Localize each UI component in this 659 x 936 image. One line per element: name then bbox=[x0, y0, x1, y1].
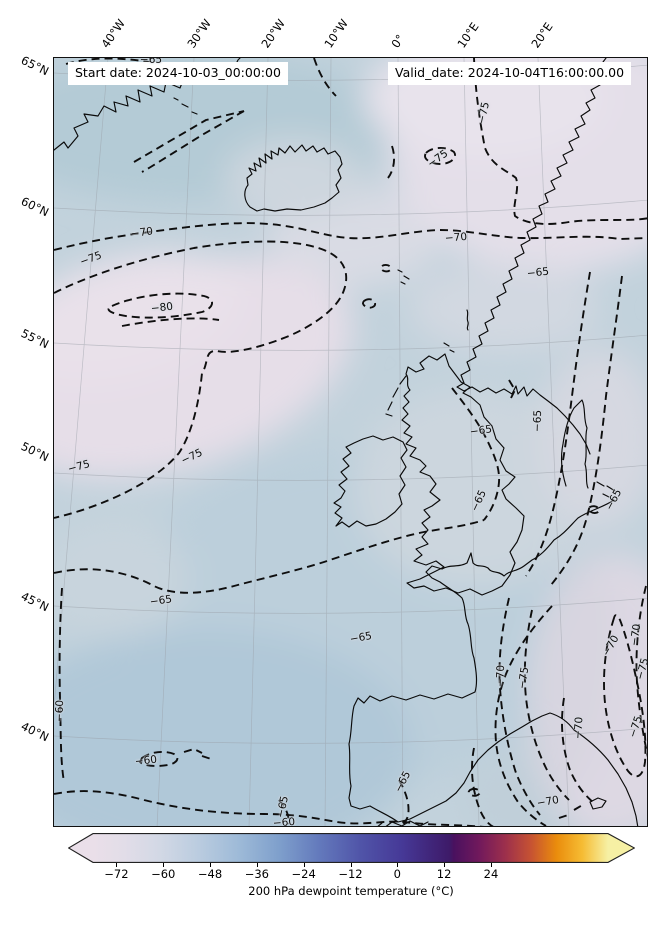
denmark-coast bbox=[561, 399, 616, 498]
contour-75-east-closed bbox=[603, 614, 647, 778]
contour-65-bottom-frags bbox=[278, 779, 410, 826]
x-tick-label-1: 30°W bbox=[184, 16, 215, 51]
contour-70-inner-bottom bbox=[561, 697, 595, 804]
ireland-coast bbox=[333, 435, 408, 528]
colorbar-tick-label-6: 0 bbox=[393, 867, 401, 881]
graticule bbox=[54, 58, 647, 826]
contour-label-minus65-11: −65 bbox=[531, 409, 545, 433]
dewpoint-shading bbox=[54, 58, 647, 826]
contour-lines bbox=[54, 58, 647, 826]
colorbar bbox=[67, 833, 636, 863]
x-tick-label-6: 20°E bbox=[528, 19, 556, 51]
start-date-text: Start date: 2024-10-03_00:00:00 bbox=[75, 65, 281, 80]
colorbar-tick-label-4: −24 bbox=[291, 867, 316, 881]
contour-75-northeast bbox=[424, 58, 647, 225]
contour-label-minus80-3: −80 bbox=[150, 300, 174, 315]
x-tick-label-2: 20°W bbox=[258, 16, 289, 51]
colorbar-tick-mark-4 bbox=[303, 863, 305, 867]
great-britain-coast bbox=[401, 353, 525, 596]
contour-70-france-west bbox=[498, 597, 541, 816]
colorbar-tick-mark-5 bbox=[350, 863, 352, 867]
contour-70-east-outer bbox=[635, 585, 647, 758]
contour-65-northsea-west bbox=[525, 271, 591, 577]
contour-small-ovals bbox=[362, 264, 600, 819]
contour-lens-nw bbox=[133, 110, 245, 173]
colorbar-tick-label-7: 12 bbox=[436, 867, 452, 881]
contour-label-minus60-16: −60 bbox=[53, 699, 67, 723]
y-tick-label-3: 50°N bbox=[18, 438, 52, 465]
y-tick-label-2: 55°N bbox=[18, 325, 52, 352]
colorbar-tick-mark-1 bbox=[163, 863, 165, 867]
contour-75-france bbox=[523, 609, 570, 801]
colorbar-tick-mark-2 bbox=[210, 863, 212, 867]
colorbar-caption: 200 hPa dewpoint temperature (°C) bbox=[248, 884, 454, 898]
valid-date-box: Valid_date: 2024-10-04T16:00:00.00 bbox=[388, 62, 632, 85]
x-tick-label-5: 10°E bbox=[454, 19, 482, 51]
y-tick-label-5: 40°N bbox=[18, 718, 52, 745]
contour-label-minus70-25: −70 bbox=[571, 716, 586, 740]
continental-europe-coast bbox=[348, 499, 639, 826]
valid-date-text: Valid_date: 2024-10-04T16:00:00.00 bbox=[395, 65, 625, 80]
map-canvas bbox=[54, 58, 647, 826]
x-tick-label-0: 40°W bbox=[98, 16, 129, 51]
x-tick-label-3: 10°W bbox=[321, 16, 352, 51]
contour-label-minus60-17: −60 bbox=[134, 753, 158, 768]
coastlines bbox=[54, 58, 639, 826]
map-panel: Start date: 2024-10-03_00:00:00 Valid_da… bbox=[53, 57, 648, 827]
greenland-islets bbox=[173, 97, 198, 115]
contour-label-minus70-21: −70 bbox=[494, 664, 508, 688]
contour-65-outer-southeast bbox=[471, 605, 553, 826]
iceland-coast bbox=[244, 144, 343, 212]
hebrides bbox=[385, 375, 407, 417]
contour-label-minus65-0: −65 bbox=[139, 57, 163, 66]
norway-coast bbox=[456, 58, 607, 455]
colorbar-tick-label-2: −48 bbox=[197, 867, 223, 881]
contour-75-tongue bbox=[54, 240, 348, 519]
y-tick-label-1: 60°N bbox=[18, 193, 52, 220]
contour-70-main bbox=[54, 222, 647, 251]
contour-65-biscay bbox=[54, 519, 485, 594]
colorbar-tick-mark-3 bbox=[256, 863, 258, 867]
contour-80-loops bbox=[107, 292, 220, 327]
contour-label-minus70-8: −70 bbox=[444, 230, 468, 245]
colorbar-tick-label-1: −60 bbox=[151, 867, 176, 881]
y-tick-label-0: 65°N bbox=[18, 52, 52, 79]
colorbar-tick-mark-8 bbox=[490, 863, 492, 867]
colorbar-tick-label-3: −36 bbox=[244, 867, 269, 881]
shetland-orkney bbox=[443, 309, 469, 353]
contour-65-northsea-east bbox=[550, 275, 623, 586]
y-tick-label-4: 45°N bbox=[18, 588, 52, 615]
colorbar-tick-label-8: 24 bbox=[483, 867, 499, 881]
x-tick-label-4: 0° bbox=[388, 31, 408, 51]
contour-60-left bbox=[58, 587, 65, 783]
colorbar-tick-label-5: −12 bbox=[338, 867, 363, 881]
start-date-box: Start date: 2024-10-03_00:00:00 bbox=[68, 62, 288, 85]
colorbar-tick-mark-6 bbox=[397, 863, 399, 867]
africa-coast bbox=[377, 820, 429, 826]
contour-60-bottom bbox=[54, 790, 485, 826]
contour-60-loops bbox=[139, 748, 212, 767]
faroe-islands bbox=[397, 269, 410, 285]
contour-65-england bbox=[451, 379, 516, 521]
colorbar-gradient bbox=[67, 833, 636, 863]
colorbar-tick-mark-7 bbox=[444, 863, 446, 867]
colorbar-tick-mark-0 bbox=[116, 863, 118, 867]
mallorca bbox=[589, 797, 607, 810]
colorbar-tick-label-0: −72 bbox=[104, 867, 129, 881]
contour-label-minus65-9: −65 bbox=[526, 265, 550, 280]
